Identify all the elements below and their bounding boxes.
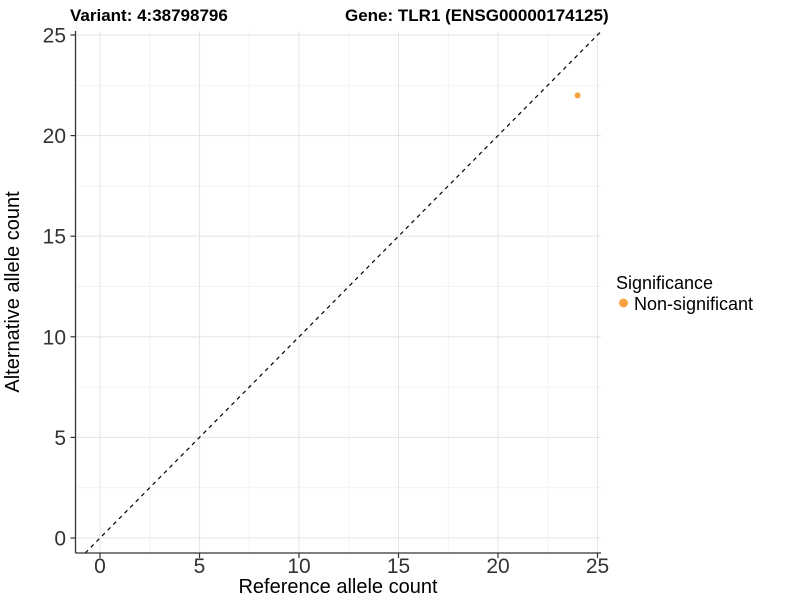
- legend-title: Significance: [616, 273, 713, 293]
- y-tick-label: 0: [54, 528, 66, 551]
- data-points: [574, 92, 581, 99]
- x-tick-label: 25: [586, 555, 609, 578]
- plot-title-gene: Gene: TLR1 (ENSG00000174125): [345, 6, 609, 25]
- x-tick-label: 10: [287, 555, 310, 578]
- y-tick-label: 25: [43, 25, 66, 48]
- plot-panel-background: [75, 31, 601, 553]
- y-tick-label: 20: [43, 125, 66, 148]
- y-tick-label: 15: [43, 226, 66, 249]
- x-axis-title: Reference allele count: [238, 576, 437, 598]
- y-axis-ticks: 0 5 10 15 20 25: [43, 25, 76, 551]
- x-tick-label: 15: [387, 555, 410, 578]
- x-tick-label: 0: [94, 555, 106, 578]
- legend-item-label: Non-significant: [634, 294, 753, 314]
- legend: Significance Non-significant: [616, 273, 753, 314]
- x-axis-ticks: 0 5 10 15 20 25: [94, 553, 609, 578]
- dashed-identity-line: [84, 31, 602, 554]
- x-tick-label: 5: [194, 555, 206, 578]
- y-axis-title: Alternative allele count: [2, 191, 24, 393]
- identity-reference-line: [84, 31, 602, 554]
- x-tick-label: 20: [486, 555, 509, 578]
- y-tick-label: 10: [43, 326, 66, 349]
- legend-key-dot-icon: [619, 298, 628, 308]
- gridlines-minor: [75, 31, 601, 553]
- gridlines-major: [75, 31, 601, 553]
- plot-title-variant: Variant: 4:38798796: [70, 6, 228, 25]
- scatter-point: [574, 92, 581, 99]
- y-tick-label: 5: [54, 427, 66, 450]
